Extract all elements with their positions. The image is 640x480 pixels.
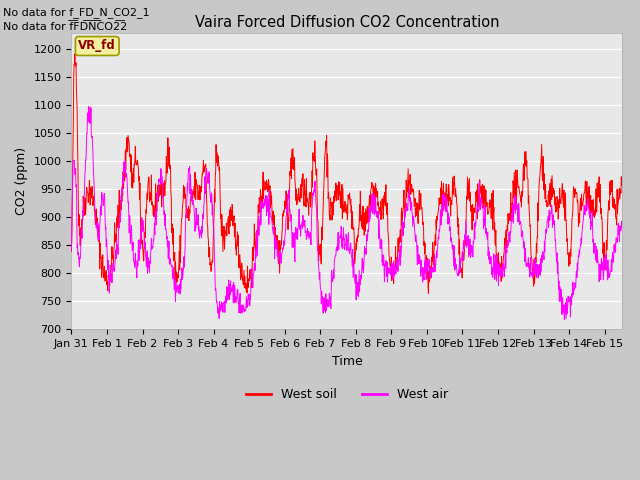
Title: Vaira Forced Diffusion CO2 Concentration: Vaira Forced Diffusion CO2 Concentration [195, 15, 499, 30]
Text: No data for f͞FD͞N͞CO2͞2: No data for f͞FD͞N͞CO2͞2 [3, 22, 127, 32]
Y-axis label: CO2 (ppm): CO2 (ppm) [15, 147, 28, 215]
Text: VR_fd: VR_fd [78, 39, 116, 52]
Text: No data for f_FD_N_CO2_1: No data for f_FD_N_CO2_1 [3, 7, 150, 18]
Legend: West soil, West air: West soil, West air [241, 383, 453, 406]
X-axis label: Time: Time [332, 355, 362, 368]
